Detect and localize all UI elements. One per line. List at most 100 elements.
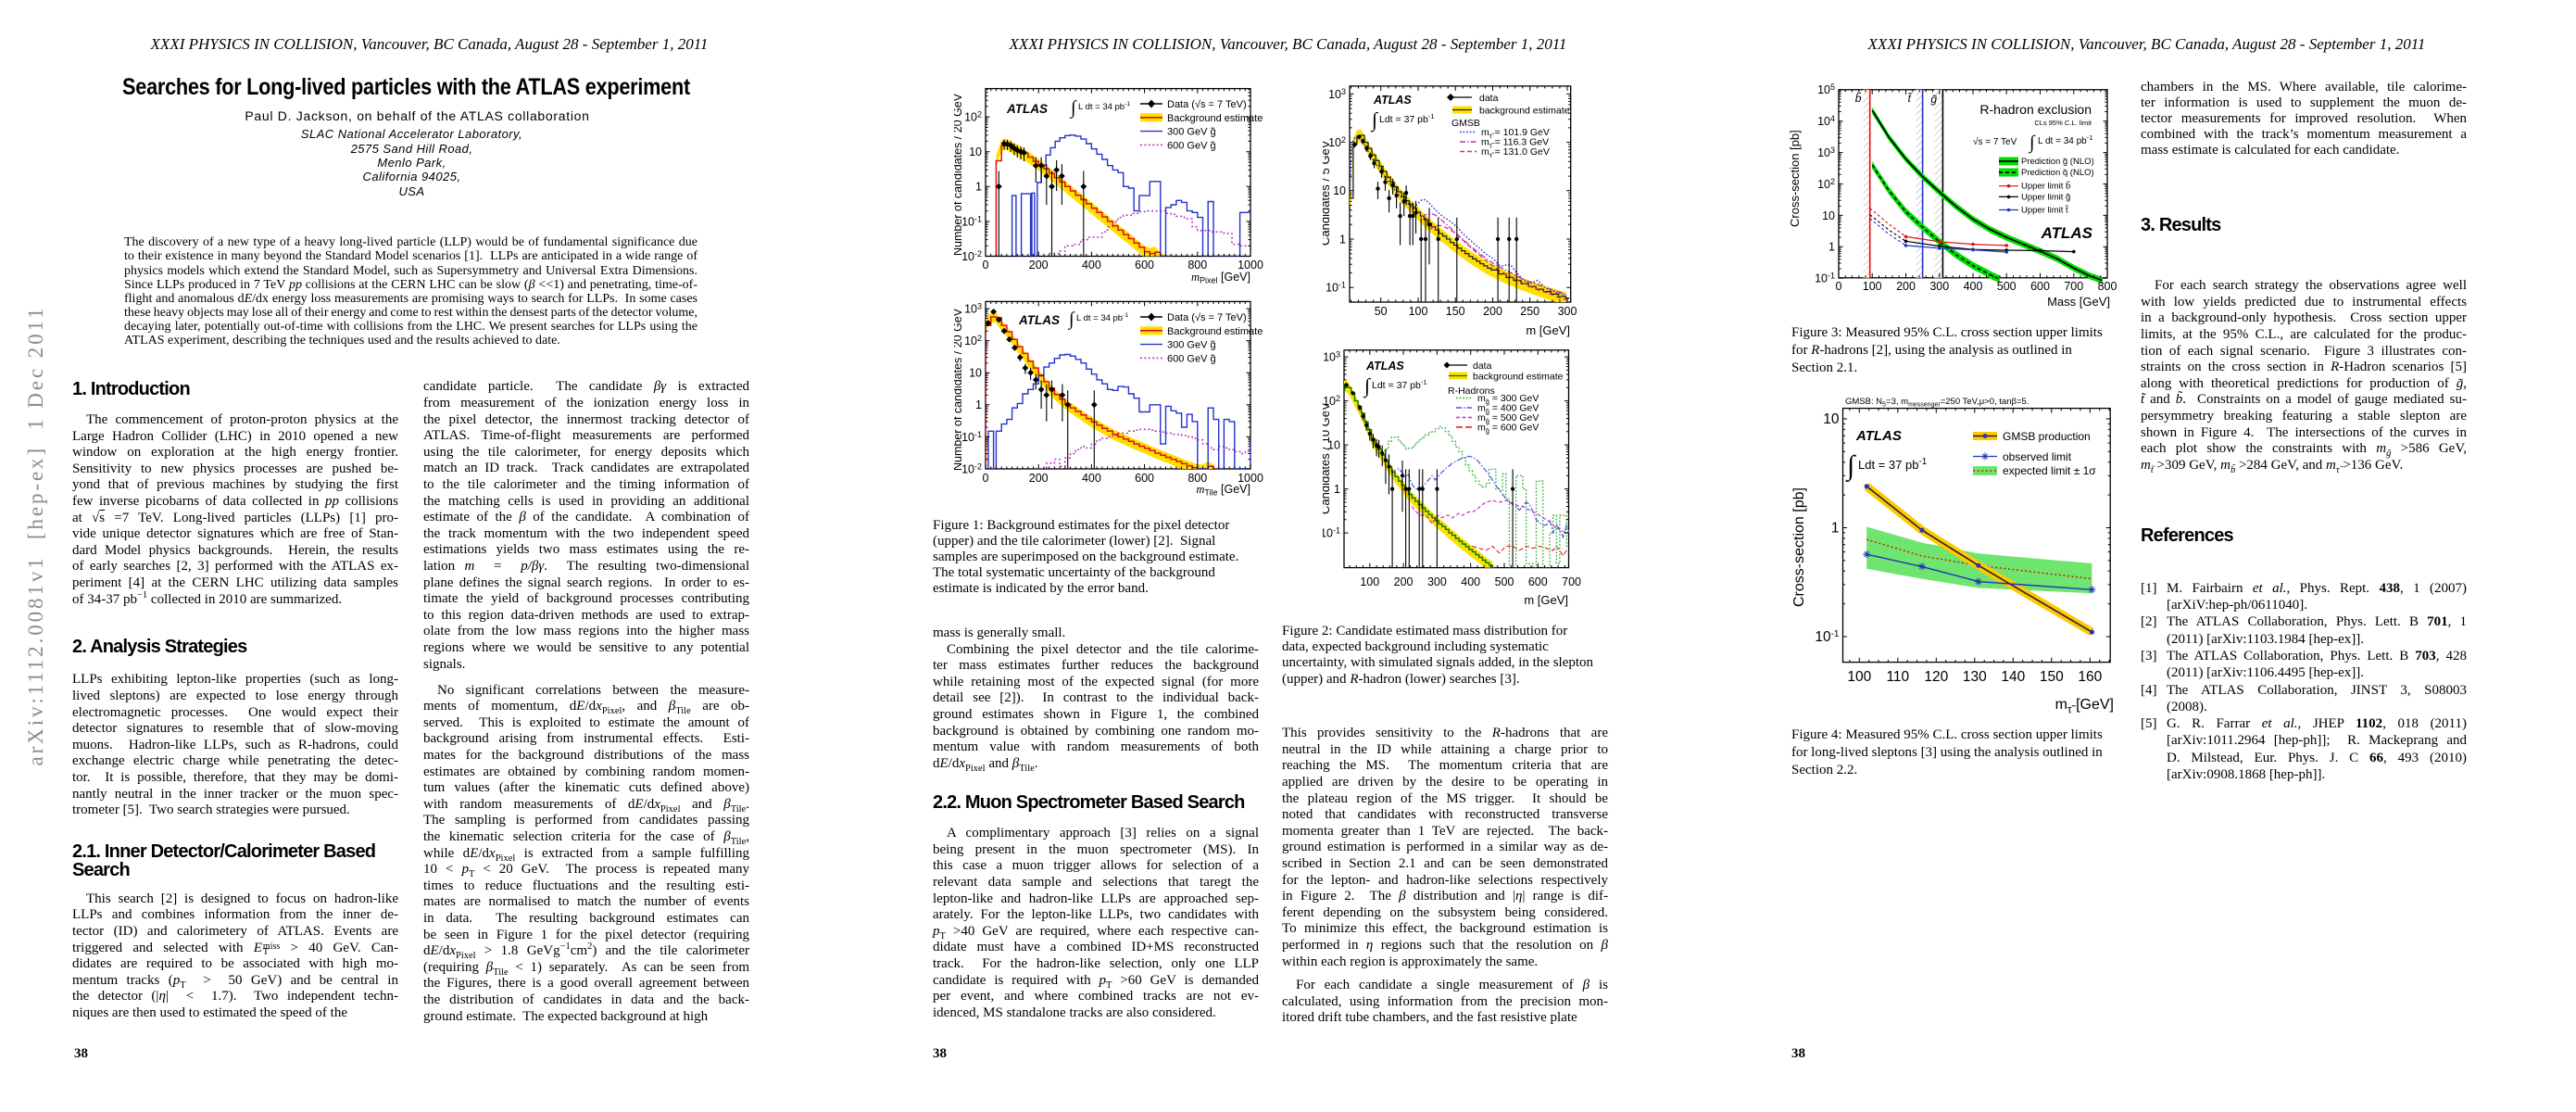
svg-text:mτ̃ [GeV]: mτ̃ [GeV] bbox=[2055, 697, 2114, 716]
svg-text:0: 0 bbox=[983, 259, 989, 272]
svg-text:Data (√s = 7 TeV): Data (√s = 7 TeV) bbox=[1167, 99, 1247, 110]
svg-text:100: 100 bbox=[1863, 280, 1882, 293]
svg-text:100: 100 bbox=[1360, 575, 1379, 588]
svg-text:10-2: 10-2 bbox=[961, 249, 982, 263]
svg-text:mg̃ = 400 GeV: mg̃ = 400 GeV bbox=[1477, 403, 1539, 416]
svg-text:data: data bbox=[1479, 93, 1499, 104]
svg-text:600 GeV g̃: 600 GeV g̃ bbox=[1167, 140, 1216, 151]
svg-text:mτ̃ = 101.9 GeV: mτ̃ = 101.9 GeV bbox=[1481, 127, 1550, 140]
svg-text:200: 200 bbox=[1029, 472, 1049, 485]
svg-text:104: 104 bbox=[1817, 114, 1835, 128]
svg-text:√s = 7 TeV: √s = 7 TeV bbox=[1973, 136, 2017, 147]
svg-text:Candidates / 5 GeV: Candidates / 5 GeV bbox=[1323, 140, 1332, 246]
svg-text:10: 10 bbox=[969, 145, 982, 158]
svg-text:200: 200 bbox=[1896, 280, 1916, 293]
svg-text:10-1: 10-1 bbox=[1815, 629, 1840, 645]
svg-text:mTile [GeV]: mTile [GeV] bbox=[1196, 483, 1250, 498]
svg-text:10: 10 bbox=[1327, 439, 1340, 452]
svg-text:600: 600 bbox=[1135, 259, 1154, 272]
svg-text:R-hadron exclusion: R-hadron exclusion bbox=[1979, 102, 2092, 117]
svg-text:GMSB: N5=3, mmessenger=250 TeV: GMSB: N5=3, mmessenger=250 TeV,μ>0, tanβ… bbox=[1845, 397, 2029, 409]
svg-text:mτ̃ = 131.0 GeV: mτ̃ = 131.0 GeV bbox=[1481, 146, 1550, 159]
svg-text:1000: 1000 bbox=[1238, 472, 1263, 485]
svg-text:100: 100 bbox=[1847, 669, 1871, 685]
svg-text:200: 200 bbox=[1394, 575, 1414, 588]
svg-text:background estimate: background estimate bbox=[1479, 106, 1570, 117]
svg-text:ATLAS: ATLAS bbox=[2041, 224, 2093, 242]
svg-text:1: 1 bbox=[975, 398, 982, 411]
svg-text:300: 300 bbox=[1929, 280, 1949, 293]
svg-text:10-2: 10-2 bbox=[961, 461, 982, 475]
svg-text:L dt = 34 pb-1: L dt = 34 pb-1 bbox=[2038, 133, 2092, 146]
svg-text:Number of candidates / 20 GeV: Number of candidates / 20 GeV bbox=[954, 308, 964, 471]
svg-text:ATLAS: ATLAS bbox=[1373, 94, 1412, 107]
svg-text:Background estimate: Background estimate bbox=[1167, 113, 1263, 124]
svg-text:600 GeV g̃: 600 GeV g̃ bbox=[1167, 353, 1216, 364]
svg-text:∫: ∫ bbox=[1363, 374, 1372, 398]
svg-text:800: 800 bbox=[2098, 280, 2117, 293]
svg-text:800: 800 bbox=[1187, 259, 1207, 272]
svg-text:expected limit ± 1σ: expected limit ± 1σ bbox=[2003, 464, 2096, 477]
svg-text:700: 700 bbox=[2064, 280, 2083, 293]
svg-text:GMSB: GMSB bbox=[1451, 118, 1480, 129]
svg-text:103: 103 bbox=[1323, 350, 1340, 364]
svg-text:mg̃ = 500 GeV: mg̃ = 500 GeV bbox=[1477, 412, 1539, 425]
svg-text:∫: ∫ bbox=[1067, 310, 1075, 331]
svg-text:300 GeV g̃: 300 GeV g̃ bbox=[1167, 340, 1216, 351]
svg-text:g̃: g̃ bbox=[1930, 93, 1937, 106]
svg-text:150: 150 bbox=[2040, 669, 2064, 685]
svg-text:mg̃ = 600 GeV: mg̃ = 600 GeV bbox=[1477, 423, 1539, 436]
svg-text:700: 700 bbox=[1562, 575, 1581, 588]
svg-text:300: 300 bbox=[1558, 305, 1577, 318]
svg-text:∫: ∫ bbox=[2028, 133, 2036, 154]
svg-text:Data (√s = 7 TeV): Data (√s = 7 TeV) bbox=[1167, 312, 1247, 323]
svg-text:m [GeV]: m [GeV] bbox=[1524, 593, 1568, 607]
svg-text:600: 600 bbox=[1135, 472, 1154, 485]
svg-text:105: 105 bbox=[1817, 82, 1835, 96]
svg-text:CLs 95% C.L. limit: CLs 95% C.L. limit bbox=[2034, 119, 2092, 127]
svg-text:∫: ∫ bbox=[1370, 108, 1379, 133]
svg-text:∫: ∫ bbox=[1069, 98, 1077, 120]
svg-text:300 GeV g̃: 300 GeV g̃ bbox=[1167, 127, 1216, 138]
svg-text:Upper limit t̃: Upper limit t̃ bbox=[2021, 205, 2069, 215]
svg-text:800: 800 bbox=[1187, 472, 1207, 485]
svg-text:1: 1 bbox=[975, 181, 982, 194]
svg-text:1: 1 bbox=[1831, 521, 1840, 537]
svg-text:400: 400 bbox=[1964, 280, 1983, 293]
svg-text:400: 400 bbox=[1461, 575, 1480, 588]
svg-text:102: 102 bbox=[1817, 177, 1835, 191]
svg-text:10: 10 bbox=[1333, 184, 1346, 197]
svg-text:∫: ∫ bbox=[1845, 450, 1856, 483]
svg-text:1: 1 bbox=[1828, 241, 1835, 254]
svg-text:10-1: 10-1 bbox=[1815, 272, 1835, 285]
svg-text:10: 10 bbox=[1822, 209, 1835, 222]
svg-text:400: 400 bbox=[1082, 472, 1101, 485]
svg-text:10-1: 10-1 bbox=[1323, 526, 1340, 540]
svg-text:1000: 1000 bbox=[1238, 259, 1263, 272]
svg-text:250: 250 bbox=[1520, 305, 1539, 318]
svg-text:100: 100 bbox=[1409, 305, 1428, 318]
svg-text:mg̃ = 300 GeV: mg̃ = 300 GeV bbox=[1477, 393, 1539, 406]
svg-text:0: 0 bbox=[983, 472, 989, 485]
svg-text:1: 1 bbox=[1339, 233, 1346, 246]
svg-text:300: 300 bbox=[1427, 575, 1447, 588]
svg-text:Ldt = 37 pb-1: Ldt = 37 pb-1 bbox=[1379, 112, 1435, 125]
svg-text:Upper limit g̃: Upper limit g̃ bbox=[2021, 192, 2070, 202]
svg-text:L dt = 34 pb-1: L dt = 34 pb-1 bbox=[1076, 312, 1128, 323]
svg-text:600: 600 bbox=[1528, 575, 1548, 588]
svg-text:110: 110 bbox=[1886, 669, 1909, 685]
svg-text:ATLAS: ATLAS bbox=[1018, 313, 1060, 327]
svg-text:500: 500 bbox=[1495, 575, 1514, 588]
svg-text:200: 200 bbox=[1029, 259, 1049, 272]
svg-text:1: 1 bbox=[1334, 483, 1340, 496]
svg-text:mτ̃ = 116.3 GeV: mτ̃ = 116.3 GeV bbox=[1481, 137, 1549, 150]
svg-text:10-1: 10-1 bbox=[1326, 281, 1346, 295]
svg-text:0: 0 bbox=[1836, 280, 1842, 293]
svg-text:data: data bbox=[1473, 360, 1492, 372]
svg-text:130: 130 bbox=[1963, 669, 1987, 685]
svg-text:m [GeV]: m [GeV] bbox=[1526, 323, 1570, 337]
svg-text:150: 150 bbox=[1446, 305, 1465, 318]
svg-text:observed limit: observed limit bbox=[2003, 450, 2072, 463]
svg-text:Number of candidates / 20 GeV: Number of candidates / 20 GeV bbox=[954, 93, 964, 256]
svg-text:50: 50 bbox=[1375, 305, 1388, 318]
